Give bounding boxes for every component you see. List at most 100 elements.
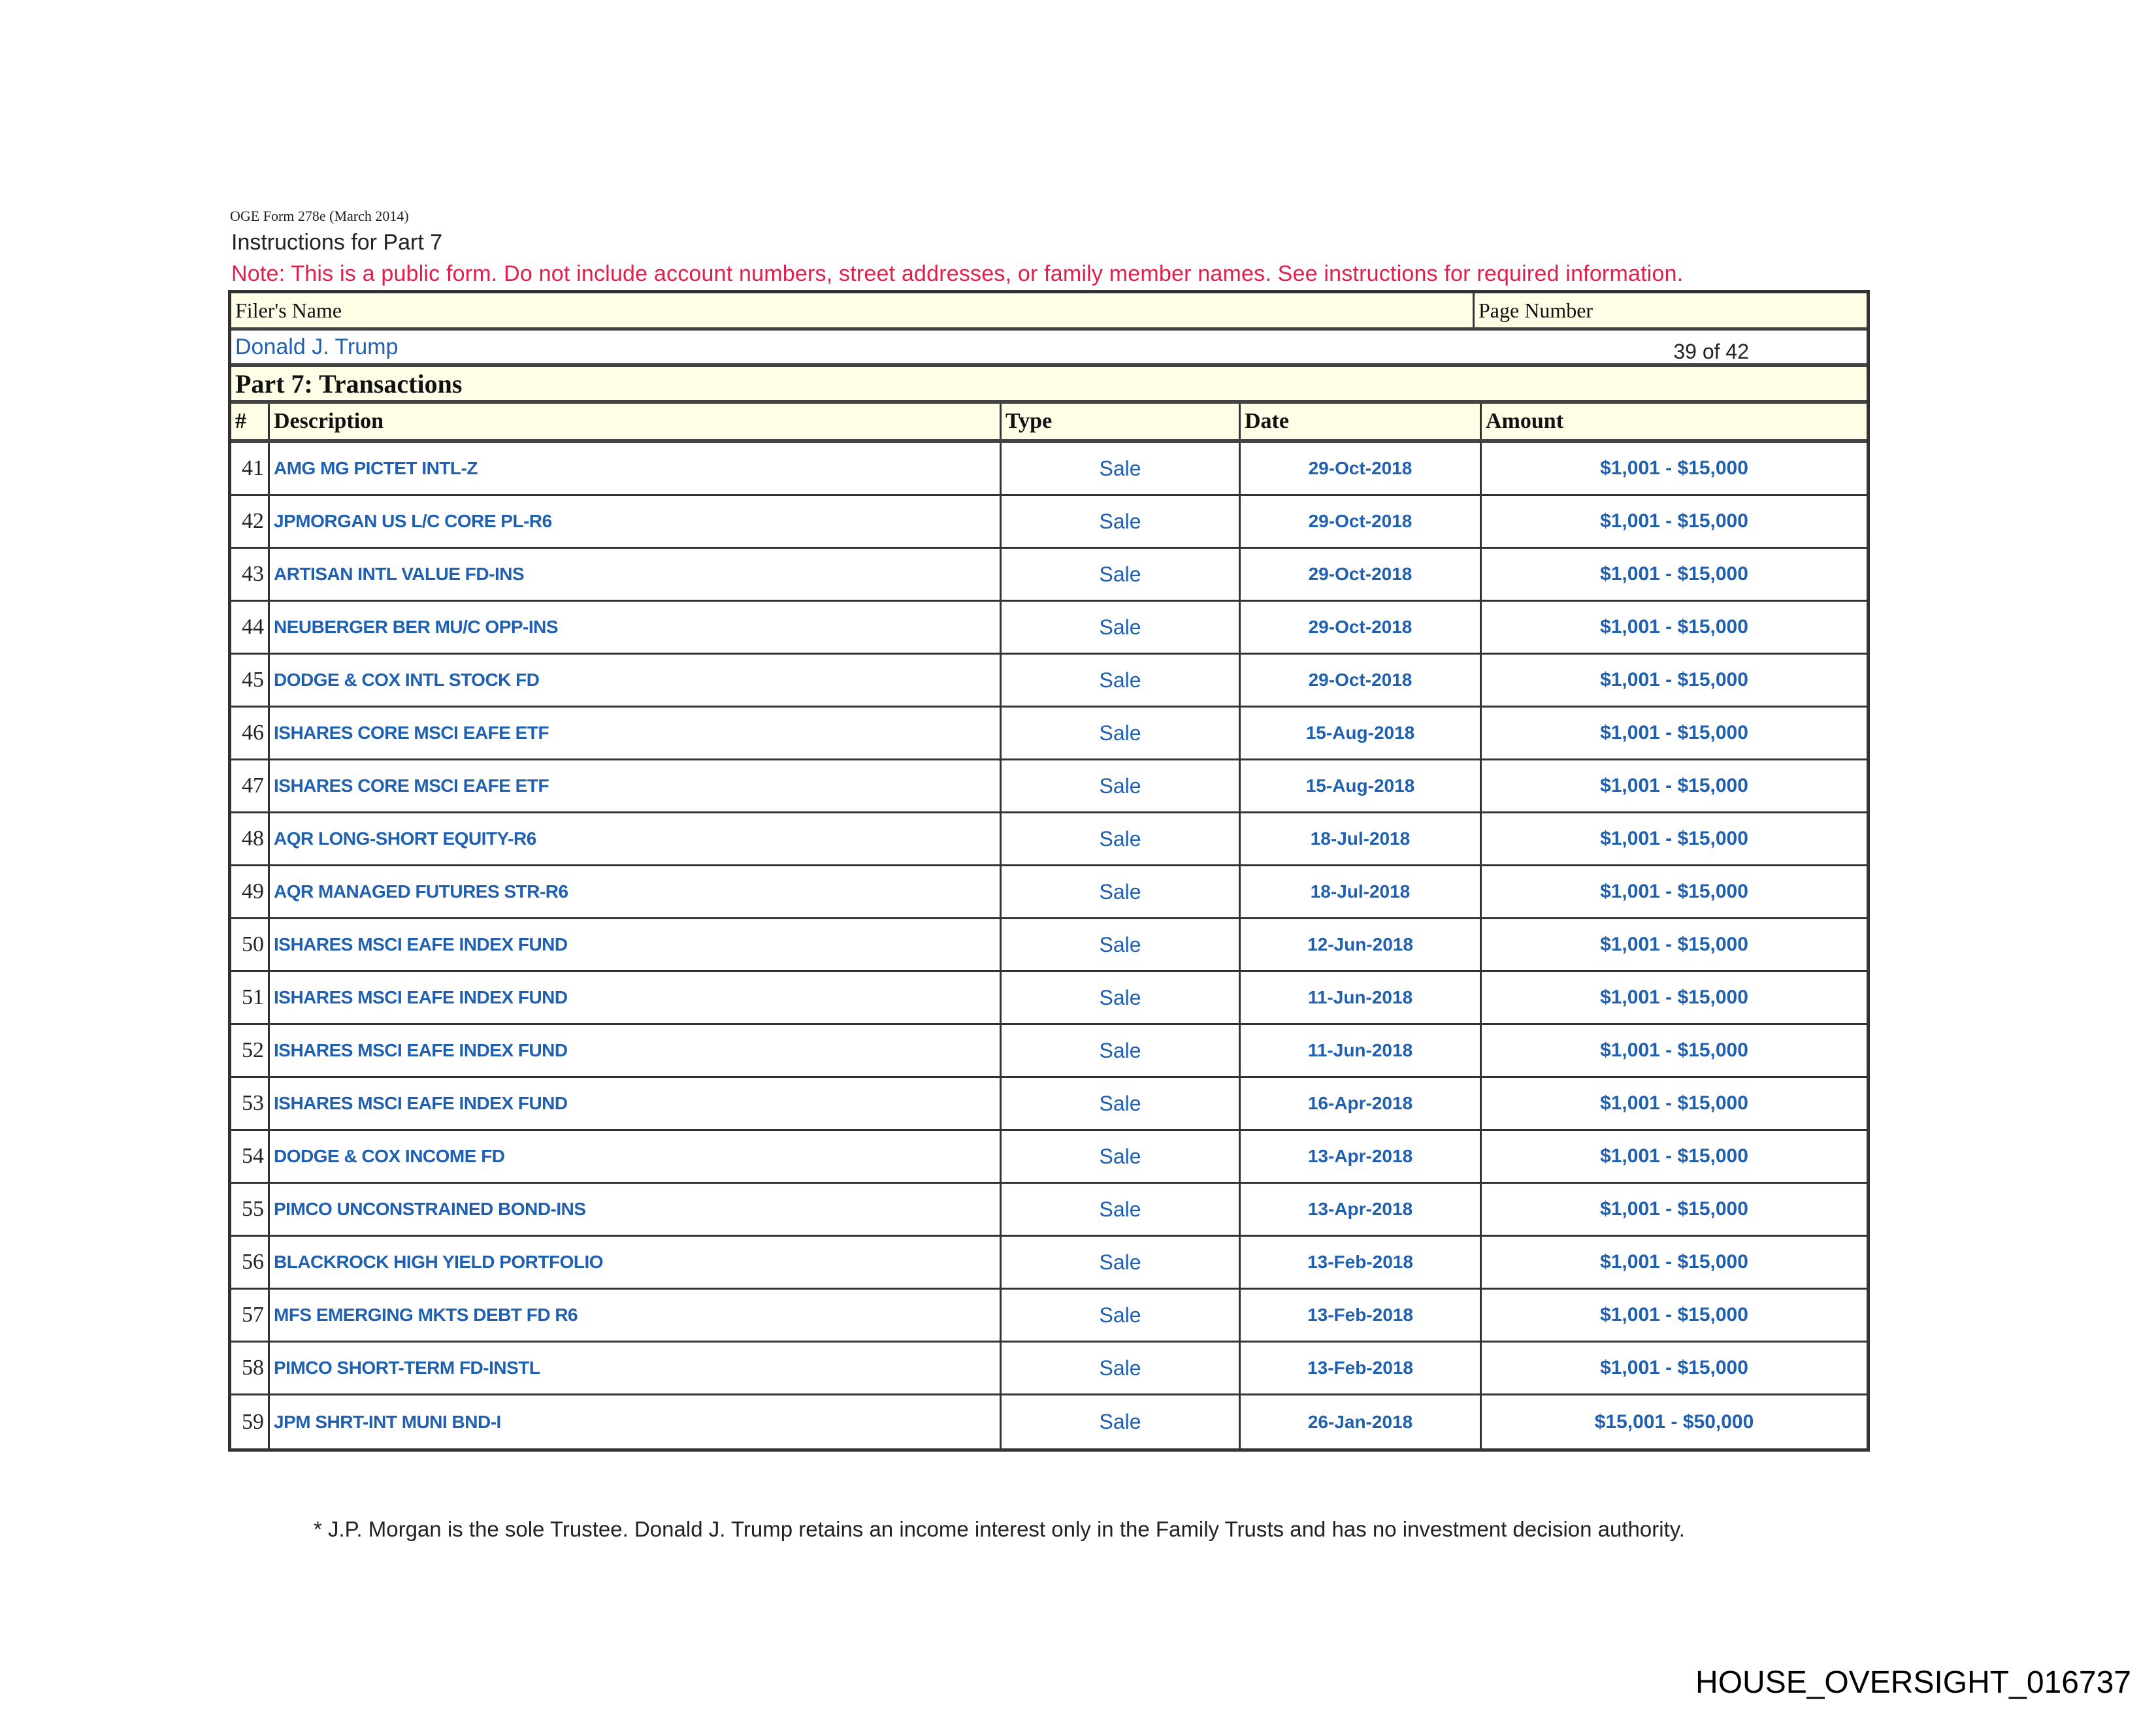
table-row: 43 ARTISAN INTL VALUE FD-INS Sale 29-Oct-20…	[231, 549, 1867, 602]
row-amount: $1,001 - $15,000	[1600, 1092, 1748, 1114]
row-type: Sale	[1002, 1131, 1241, 1182]
row-amount: $1,001 - $15,000	[1600, 563, 1748, 585]
row-amount: $1,001 - $15,000	[1600, 1304, 1748, 1326]
instructions-heading: Instructions for Part 7	[231, 230, 443, 255]
row-number: 50	[231, 919, 270, 970]
row-description: ARTISAN INTL VALUE FD-INS	[270, 549, 1002, 600]
row-description: ISHARES CORE MSCI EAFE ETF	[270, 760, 1002, 811]
row-date: 18-Jul-2018	[1241, 813, 1482, 864]
row-type: Sale	[1002, 602, 1241, 653]
table-row: 47 ISHARES CORE MSCI EAFE ETF Sale 15-Aug-2…	[231, 760, 1867, 813]
table-row: 54 DODGE & COX INCOME FD Sale 13-Apr-2018 $1…	[231, 1131, 1867, 1184]
row-type: Sale	[1002, 1290, 1241, 1341]
table-row: 44 NEUBERGER BER MU/C OPP-INS Sale 29-Oct-2…	[231, 602, 1867, 655]
row-description: ISHARES MSCI EAFE INDEX FUND	[270, 972, 1002, 1023]
column-header-description: Description	[270, 404, 1002, 439]
row-amount: $1,001 - $15,000	[1600, 1198, 1748, 1220]
row-type: Sale	[1002, 1184, 1241, 1235]
column-header-type: Type	[1002, 404, 1241, 439]
row-description: ISHARES MSCI EAFE INDEX FUND	[270, 1078, 1002, 1129]
row-number: 52	[231, 1025, 270, 1076]
table-row: 51 ISHARES MSCI EAFE INDEX FUND Sale 11-Jun…	[231, 972, 1867, 1025]
row-type: Sale	[1002, 1395, 1241, 1448]
row-description: AQR LONG-SHORT EQUITY-R6	[270, 813, 1002, 864]
form-id: OGE Form 278e (March 2014)	[230, 208, 409, 224]
row-amount: $1,001 - $15,000	[1600, 828, 1748, 849]
row-type: Sale	[1002, 708, 1241, 758]
row-date: 13-Apr-2018	[1241, 1131, 1482, 1182]
row-type: Sale	[1002, 866, 1241, 917]
row-description: BLACKROCK HIGH YIELD PORTFOLIO	[270, 1237, 1002, 1288]
table-row: 58 PIMCO SHORT-TERM FD-INSTL Sale 13-Feb-20…	[231, 1343, 1867, 1395]
table-row: 53 ISHARES MSCI EAFE INDEX FUND Sale 16-Apr…	[231, 1078, 1867, 1131]
row-amount: $15,001 - $50,000	[1594, 1410, 1754, 1433]
row-amount: $1,001 - $15,000	[1600, 669, 1748, 691]
row-date: 11-Jun-2018	[1241, 972, 1482, 1023]
table-row: 41 AMG MG PICTET INTL-Z Sale 29-Oct-2018 $1,…	[231, 443, 1867, 496]
row-type: Sale	[1002, 1025, 1241, 1076]
row-type: Sale	[1002, 1237, 1241, 1288]
row-number: 59	[231, 1395, 270, 1448]
row-number: 46	[231, 708, 270, 758]
table-row: 55 PIMCO UNCONSTRAINED BOND-INS Sale 13-Apr…	[231, 1184, 1867, 1237]
row-date: 29-Oct-2018	[1241, 549, 1482, 600]
row-description: JPMORGAN US L/C CORE PL-R6	[270, 496, 1002, 547]
row-date: 15-Aug-2018	[1241, 760, 1482, 811]
page-number: 39 of 42	[1673, 339, 1749, 363]
table-row: 46 ISHARES CORE MSCI EAFE ETF Sale 15-Aug-2…	[231, 708, 1867, 760]
row-description: AMG MG PICTET INTL-Z	[270, 443, 1002, 494]
row-type: Sale	[1002, 496, 1241, 547]
row-number: 51	[231, 972, 270, 1023]
row-date: 11-Jun-2018	[1241, 1025, 1482, 1076]
filer-name-label: Filer's Name	[231, 293, 1475, 327]
row-date: 13-Feb-2018	[1241, 1290, 1482, 1341]
row-amount: $1,001 - $15,000	[1600, 510, 1748, 532]
row-amount: $1,001 - $15,000	[1600, 986, 1748, 1008]
row-date: 13-Feb-2018	[1241, 1237, 1482, 1288]
row-number: 53	[231, 1078, 270, 1129]
public-form-note: Note: This is a public form. Do not incl…	[231, 261, 1684, 286]
row-date: 13-Feb-2018	[1241, 1343, 1482, 1393]
row-number: 55	[231, 1184, 270, 1235]
table-row: 56 BLACKROCK HIGH YIELD PORTFOLIO Sale 13-F…	[231, 1237, 1867, 1290]
row-type: Sale	[1002, 443, 1241, 494]
row-number: 47	[231, 760, 270, 811]
row-date: 29-Oct-2018	[1241, 496, 1482, 547]
row-date: 15-Aug-2018	[1241, 708, 1482, 758]
row-date: 12-Jun-2018	[1241, 919, 1482, 970]
row-description: JPM SHRT-INT MUNI BND-I	[270, 1395, 1002, 1448]
row-type: Sale	[1002, 1078, 1241, 1129]
filer-label-row: Filer's Name Page Number	[231, 293, 1867, 331]
transactions-form: Filer's Name Page Number Donald J. Trump…	[228, 290, 1870, 1452]
column-header-number: #	[231, 404, 270, 439]
row-amount: $1,001 - $15,000	[1600, 881, 1748, 902]
table-row: 48 AQR LONG-SHORT EQUITY-R6 Sale 18-Jul-201…	[231, 813, 1867, 866]
row-description: NEUBERGER BER MU/C OPP-INS	[270, 602, 1002, 653]
row-amount: $1,001 - $15,000	[1600, 1039, 1748, 1061]
row-number: 44	[231, 602, 270, 653]
transaction-rows: 41 AMG MG PICTET INTL-Z Sale 29-Oct-2018 $1,…	[231, 443, 1867, 1448]
row-type: Sale	[1002, 1343, 1241, 1393]
row-amount: $1,001 - $15,000	[1600, 1145, 1748, 1167]
row-number: 43	[231, 549, 270, 600]
row-amount: $1,001 - $15,000	[1600, 722, 1748, 743]
row-description: DODGE & COX INCOME FD	[270, 1131, 1002, 1182]
row-type: Sale	[1002, 813, 1241, 864]
page-number-label: Page Number	[1478, 298, 1593, 322]
row-number: 45	[231, 655, 270, 706]
table-row: 59 JPM SHRT-INT MUNI BND-I Sale 26-Jan-2018…	[231, 1395, 1867, 1448]
row-description: ISHARES MSCI EAFE INDEX FUND	[270, 1025, 1002, 1076]
row-description: PIMCO UNCONSTRAINED BOND-INS	[270, 1184, 1002, 1235]
row-amount: $1,001 - $15,000	[1600, 1251, 1748, 1273]
row-description: MFS EMERGING MKTS DEBT FD R6	[270, 1290, 1002, 1341]
row-amount: $1,001 - $15,000	[1600, 934, 1748, 955]
footnote: * J.P. Morgan is the sole Trustee. Donal…	[314, 1517, 1685, 1541]
row-type: Sale	[1002, 919, 1241, 970]
row-type: Sale	[1002, 655, 1241, 706]
row-number: 57	[231, 1290, 270, 1341]
filer-name: Donald J. Trump	[235, 334, 399, 359]
row-date: 29-Oct-2018	[1241, 602, 1482, 653]
row-type: Sale	[1002, 760, 1241, 811]
row-description: PIMCO SHORT-TERM FD-INSTL	[270, 1343, 1002, 1393]
